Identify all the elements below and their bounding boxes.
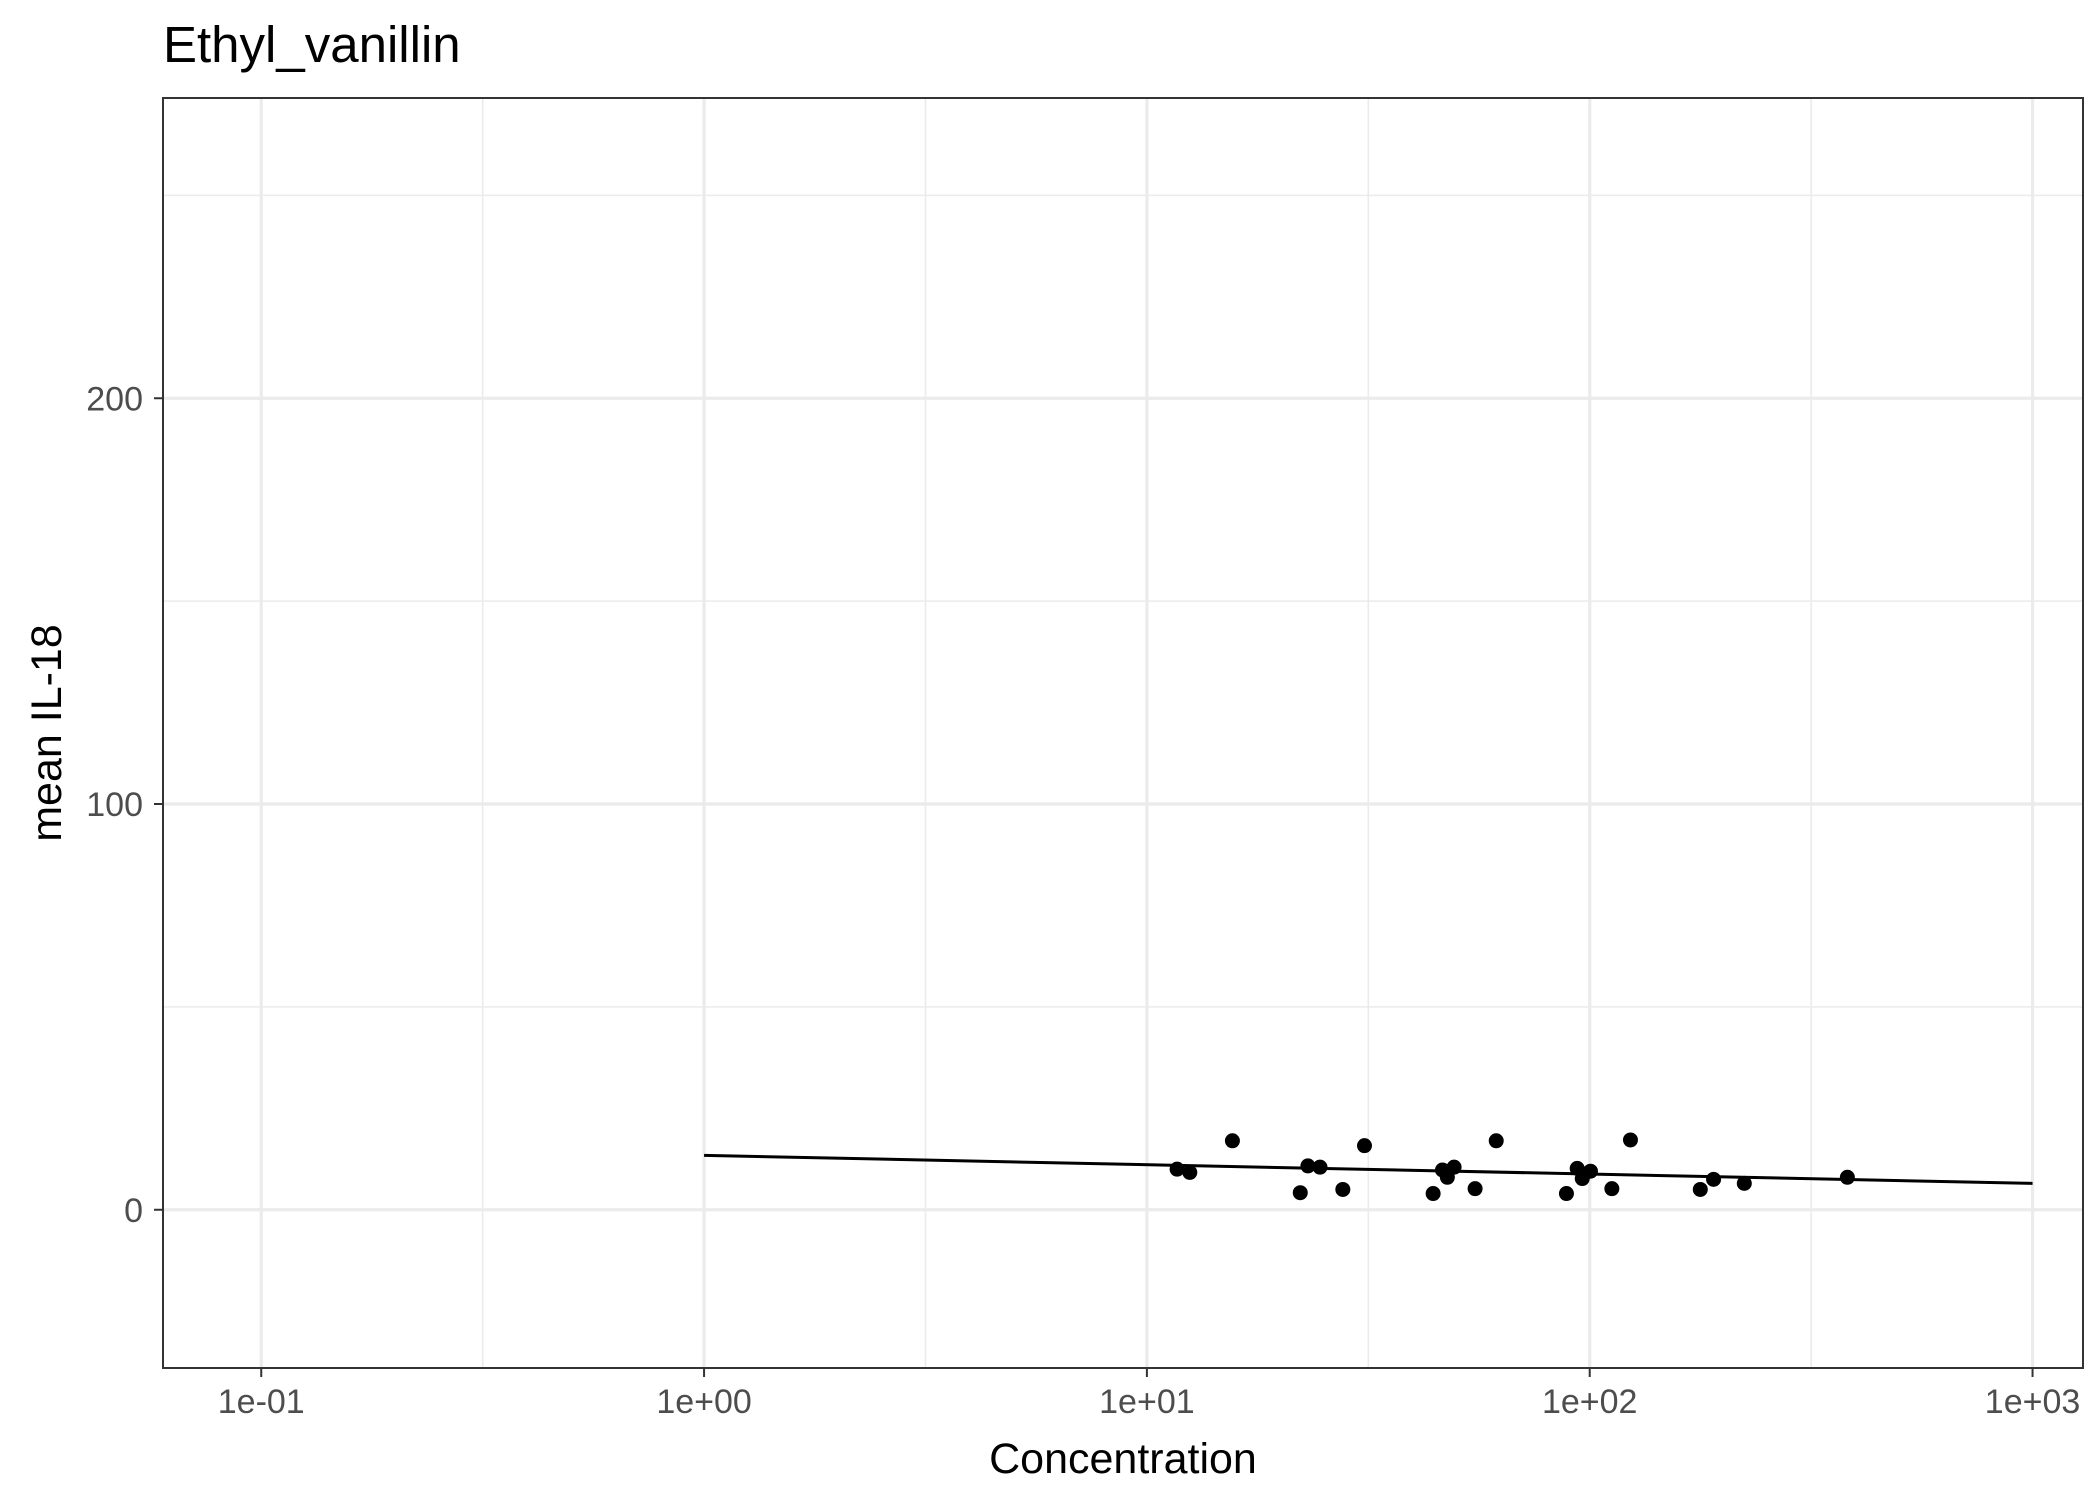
y-tick-label: 0 [124,1192,143,1230]
grid-major [163,98,2083,1368]
data-point [1292,1185,1308,1201]
data-point [1425,1186,1441,1202]
data-point [1582,1163,1598,1179]
data-point [1558,1186,1574,1202]
data-point [1300,1158,1316,1174]
chart-title: Ethyl_vanillin [163,16,461,73]
x-tick-label: 1e+03 [1985,1383,2081,1421]
data-point [1169,1161,1185,1177]
y-axis: 0 100 200 [86,380,163,1230]
data-point [1488,1133,1504,1149]
data-point [1182,1164,1198,1180]
x-tick-label: 1e+02 [1542,1383,1638,1421]
x-tick-label: 1e+00 [656,1383,752,1421]
data-point [1446,1159,1462,1175]
grid-minor [163,98,2083,1368]
data-point [1604,1181,1620,1197]
y-tick-label: 200 [86,380,143,418]
data-point [1335,1181,1351,1197]
data-point [1736,1175,1752,1191]
x-tick-label: 1e+01 [1099,1383,1195,1421]
data-point [1692,1181,1708,1197]
x-tick-label: 1e-01 [218,1383,305,1421]
points-layer [1169,1132,1855,1202]
data-point [1706,1171,1722,1187]
x-axis: 1e-01 1e+00 1e+01 1e+02 1e+03 [218,1368,2081,1421]
data-point [1839,1169,1855,1185]
fit-line [704,1153,2033,1185]
data-point [1467,1181,1483,1197]
data-point [1312,1159,1328,1175]
y-axis-title: mean IL-18 [23,624,71,842]
data-point [1622,1132,1638,1148]
panel-border [162,97,2084,1369]
y-tick-label: 100 [86,786,143,824]
fit-line-layer [704,1153,2033,1185]
data-point [1356,1138,1372,1154]
data-point [1224,1133,1240,1149]
x-axis-title: Concentration [989,1435,1257,1483]
